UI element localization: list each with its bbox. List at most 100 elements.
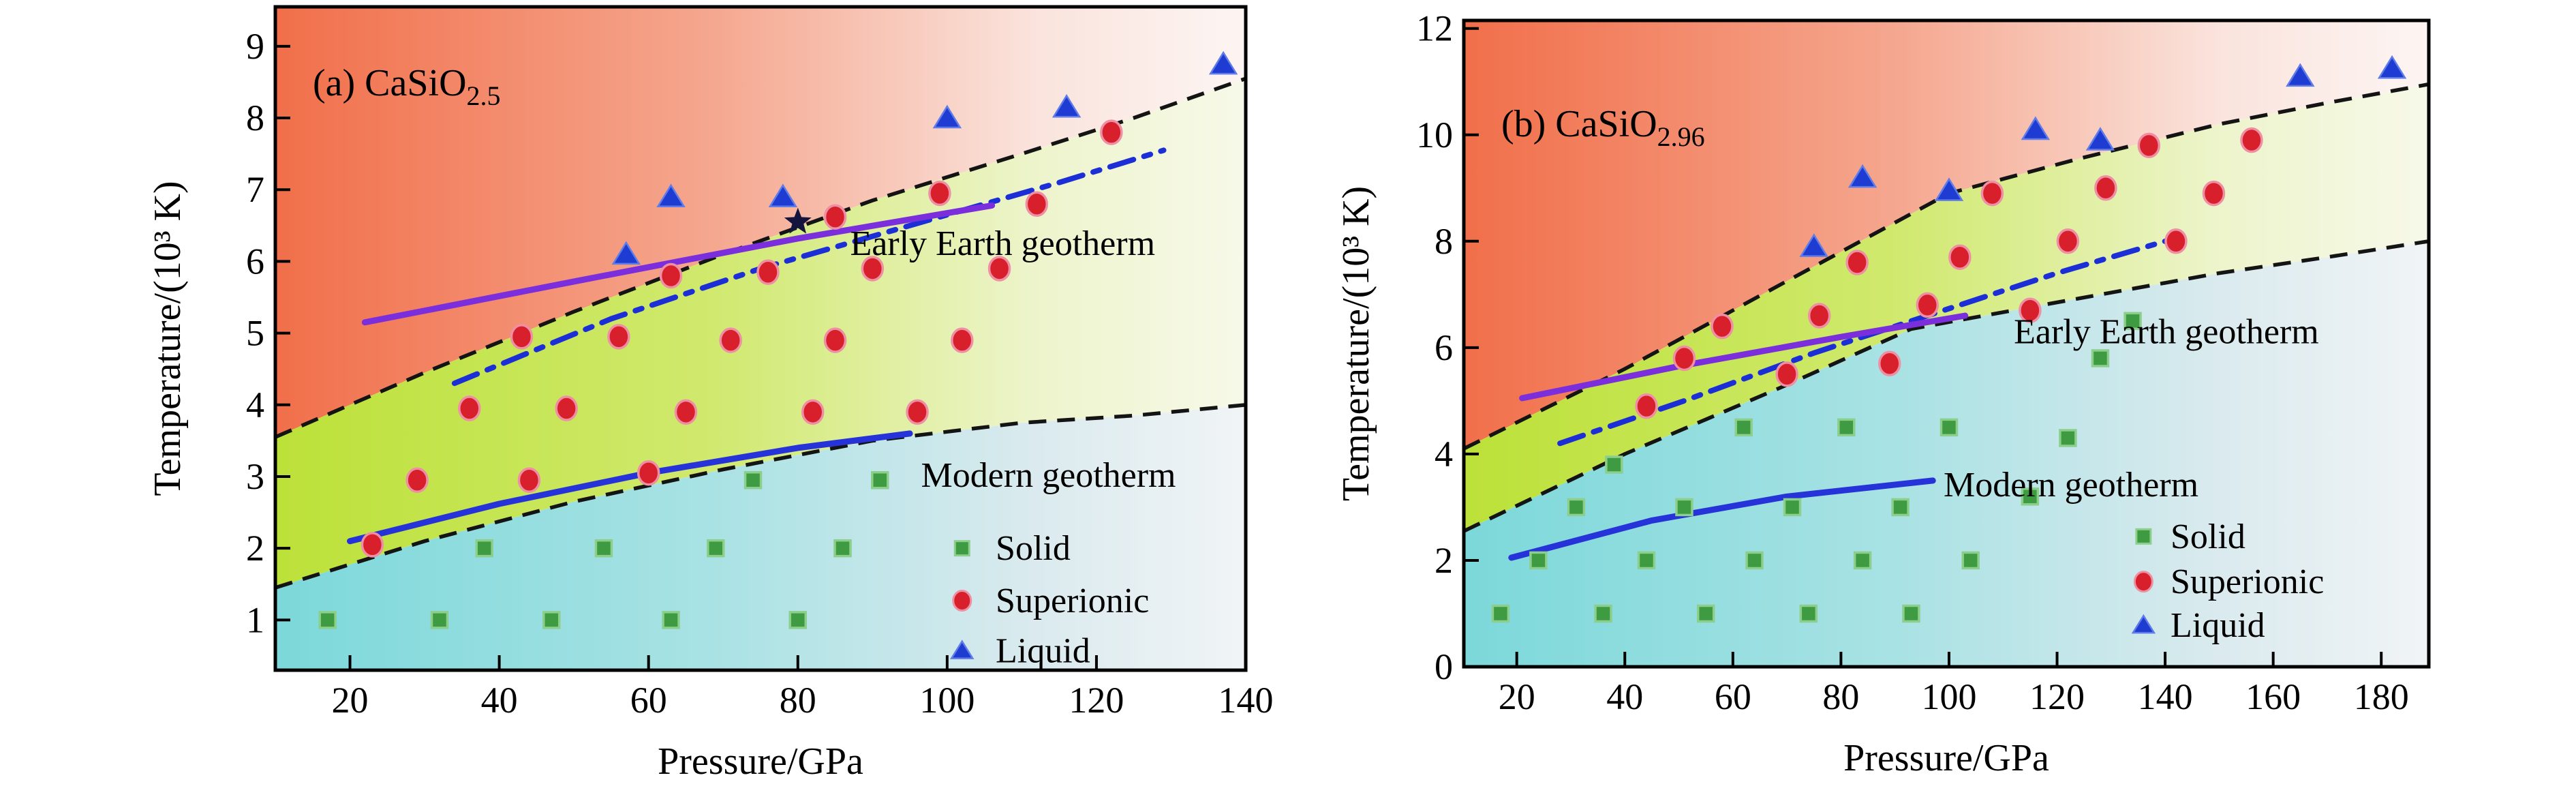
solid-marker <box>871 470 889 490</box>
solid-marker <box>1891 498 1910 517</box>
early-earth-geotherm-line <box>1519 312 1969 402</box>
solidus-line <box>1464 239 2429 533</box>
annotation-early-earth-geotherm: Early Earth geotherm <box>850 224 1155 263</box>
y-tick-label: 10 <box>1416 115 1453 155</box>
annotation-modern-geotherm: Modern geotherm <box>1944 466 2198 505</box>
legend-item-solid: Solid <box>953 529 1071 568</box>
y-tick-label: 2 <box>1435 540 1453 581</box>
superionic-marker <box>2202 180 2226 207</box>
superionic-marker <box>2019 297 2042 323</box>
solid-marker <box>1696 604 1715 623</box>
superionic-marker <box>1635 393 1658 419</box>
y-axis-label: Temperature/(10³ K) <box>147 181 189 496</box>
legend-item-superionic: Superionic <box>2133 562 2324 601</box>
panel-title-main: (b) CaSiO <box>1501 103 1657 145</box>
panel-b: Early Earth geotherm Modern geotherm Solid… <box>1335 8 2431 779</box>
solid-marker <box>707 539 725 558</box>
plot-frame <box>1462 18 2431 669</box>
x-tick-label: 40 <box>481 680 518 721</box>
liquid-marker <box>2286 63 2315 87</box>
superionic-marker <box>361 532 384 558</box>
superionic-marker <box>674 399 698 425</box>
legend-solid-marker <box>2135 528 2152 545</box>
solid-marker <box>1637 551 1656 570</box>
superionic-marker <box>1100 119 1123 145</box>
y-tick-label: 5 <box>246 313 264 354</box>
solid-marker <box>542 611 561 629</box>
annotation-modern-geotherm: Modern geotherm <box>921 456 1176 495</box>
x-tick-label: 60 <box>630 680 667 721</box>
solid-marker <box>662 611 680 629</box>
panel-title-subscript: 2.96 <box>1657 121 1705 152</box>
x-tick-label: 180 <box>2354 676 2409 717</box>
superionic-marker <box>2137 132 2161 159</box>
superionic-marker <box>861 256 885 282</box>
solid-marker <box>594 539 613 558</box>
solid-marker <box>1745 551 1764 570</box>
panel-title: (a) CaSiO2.5 <box>313 62 501 111</box>
superionic-marker <box>1711 313 1734 340</box>
superionic-marker <box>756 259 780 285</box>
superionic-marker <box>659 262 683 289</box>
solid-marker <box>2091 349 2110 367</box>
modern-geotherm-line <box>1508 477 1936 561</box>
y-tick-label: 8 <box>1435 221 1453 262</box>
legend-label: Superionic <box>2171 562 2324 601</box>
superionic-marker <box>637 460 660 486</box>
liquid-marker <box>656 183 686 208</box>
superionic-marker <box>1980 180 2004 207</box>
superionic-marker <box>1807 303 1831 329</box>
superionic-marker <box>1845 250 1869 275</box>
superionic-marker <box>951 327 974 353</box>
y-tick-label: 4 <box>1435 434 1453 475</box>
legend-liquid-marker <box>950 640 975 659</box>
liquid-marker <box>768 183 798 208</box>
y-tick-label: 3 <box>246 456 264 497</box>
legend-item-superionic: Superionic <box>952 582 1149 620</box>
solidus-line <box>275 403 1246 590</box>
superionic-region <box>275 78 1246 588</box>
superionic-marker <box>1025 191 1049 217</box>
y-tick-label: 2 <box>246 528 264 569</box>
solid-marker <box>475 539 493 558</box>
panel-a-plot-area: Early Earth geotherm Modern geotherm Solid… <box>275 7 1246 670</box>
liquid-marker <box>2085 127 2115 151</box>
dashdot-melting-line <box>451 147 1167 387</box>
liquid-region <box>1464 20 2429 449</box>
x-tick-label: 100 <box>919 680 975 721</box>
superionic-marker <box>607 324 630 350</box>
legend-item-liquid: Liquid <box>2131 606 2265 645</box>
superionic-marker <box>801 399 825 425</box>
annotation-early-earth-geotherm: Early Earth geotherm <box>2014 312 2319 351</box>
x-tick-label: 160 <box>2245 676 2301 717</box>
solid-marker <box>1734 418 1753 437</box>
solid-marker <box>1837 418 1856 437</box>
solid-marker <box>1675 498 1693 517</box>
early-earth-geotherm-line <box>361 202 996 326</box>
x-axis-label: Pressure/GPa <box>1843 737 2049 779</box>
solid-region <box>275 404 1246 670</box>
y-tick-label: 9 <box>246 26 264 67</box>
x-tick-label: 40 <box>1606 676 1643 717</box>
x-tick-label: 140 <box>2138 676 2193 717</box>
solid-marker <box>430 611 449 629</box>
y-tick-label: 4 <box>246 385 264 425</box>
solid-region <box>1464 241 2429 667</box>
panel-title: (b) CaSiO2.96 <box>1501 103 1705 152</box>
solid-marker <box>1961 551 1980 570</box>
superionic-marker <box>906 399 929 425</box>
solid-marker <box>2059 429 2077 447</box>
superionic-marker <box>2164 228 2188 254</box>
superionic-marker <box>1775 361 1798 387</box>
panel-b-plot-area: Early Earth geotherm Modern geotherm Solid… <box>1464 20 2429 667</box>
superionic-marker <box>1916 292 1939 318</box>
superionic-marker <box>1948 244 1972 270</box>
superionic-marker <box>823 204 847 230</box>
superionic-marker <box>1878 350 1901 377</box>
solid-marker <box>788 611 808 629</box>
superionic-marker <box>928 180 951 207</box>
x-tick-label: 80 <box>780 680 816 721</box>
liquid-marker <box>1208 50 1238 75</box>
x-tick-label: 20 <box>332 680 369 721</box>
